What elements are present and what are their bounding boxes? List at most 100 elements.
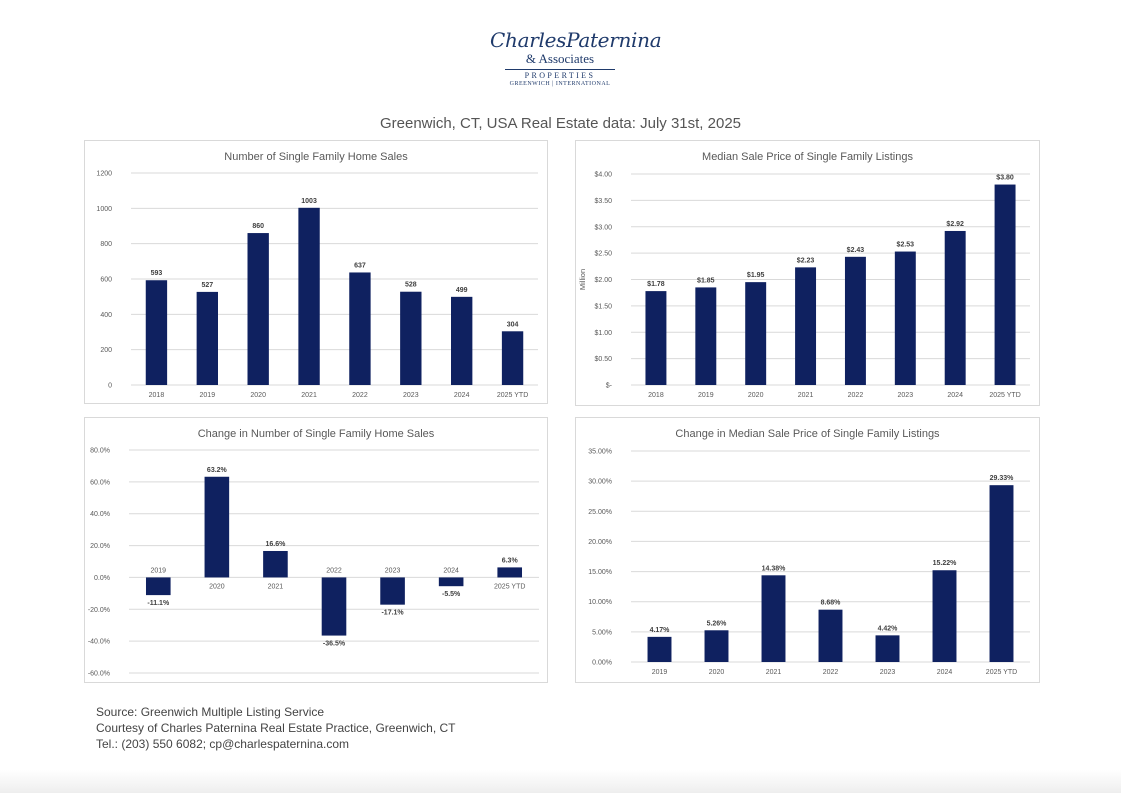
logo-name: CharlesPaternina xyxy=(490,28,662,52)
x-tick-label: 2022 xyxy=(823,669,839,676)
y-tick-label: 0.0% xyxy=(94,575,110,582)
y-axis-label: Million xyxy=(578,269,587,290)
x-tick-label: 2018 xyxy=(149,392,165,399)
bar xyxy=(745,282,767,385)
y-tick-label: 0 xyxy=(108,383,112,390)
bar xyxy=(875,635,900,662)
y-tick-label: 15.00% xyxy=(588,569,612,576)
logo-associates: & Associates xyxy=(525,51,595,66)
data-label: 29.33% xyxy=(990,475,1015,482)
y-tick-label: $0.50 xyxy=(594,356,612,363)
y-tick-label: 60.0% xyxy=(90,479,110,486)
data-label: -17.1% xyxy=(381,610,404,617)
bar xyxy=(247,233,269,385)
bar xyxy=(298,207,320,385)
x-tick-label: 2019 xyxy=(652,669,668,676)
x-tick-label: 2023 xyxy=(880,669,896,676)
bar xyxy=(795,267,817,385)
chart-title: Median Sale Price of Single Family Listi… xyxy=(702,151,913,163)
bar xyxy=(501,331,524,385)
page-title: Greenwich, CT, USA Real Estate data: Jul… xyxy=(379,115,742,132)
bar xyxy=(196,291,218,385)
data-label: -5.5% xyxy=(442,591,461,598)
data-label: 63.2% xyxy=(207,467,228,474)
data-label: 4.42% xyxy=(878,625,899,632)
bar xyxy=(497,567,523,578)
y-tick-label: 600 xyxy=(100,277,112,284)
chart-title: Change in Number of Single Family Home S… xyxy=(198,428,435,440)
chart-home-sales: Number of Single Family Home Sales 0 200 40… xyxy=(84,140,548,404)
bar xyxy=(263,550,288,578)
data-label: 527 xyxy=(201,282,213,289)
data-label: $1.95 xyxy=(747,272,765,279)
data-label: $1.85 xyxy=(697,277,715,284)
y-tick-label: $2.00 xyxy=(594,277,612,284)
data-label: 6.3% xyxy=(502,557,519,564)
bar xyxy=(761,575,786,662)
data-label: 637 xyxy=(354,262,366,269)
y-tick-label: $4.00 xyxy=(594,172,612,179)
chart-title: Number of Single Family Home Sales xyxy=(224,151,408,163)
y-tick-label: 1200 xyxy=(96,171,112,178)
company-logo: CharlesPaternina & Associates PROPERTIES… xyxy=(490,18,662,92)
y-tick-label: 40.0% xyxy=(90,511,110,518)
y-tick-label: $1.50 xyxy=(594,303,612,310)
y-tick-label: 25.00% xyxy=(588,509,612,516)
bar xyxy=(844,256,866,385)
x-tick-label: 2021 xyxy=(798,392,814,399)
data-label: 528 xyxy=(405,282,417,289)
logo-location: GREENWICH | INTERNATIONAL xyxy=(509,81,611,87)
y-tick-label: -40.0% xyxy=(88,639,110,646)
data-label: -36.5% xyxy=(323,641,346,648)
x-tick-label: 2023 xyxy=(898,392,914,399)
x-tick-label: 2025 YTD xyxy=(986,669,1017,676)
y-tick-label: 30.00% xyxy=(588,479,612,486)
x-tick-label: 2019 xyxy=(150,567,166,574)
chart-svg: Median Sale Price of Single Family Listi… xyxy=(578,151,1030,399)
x-tick-label: 2025 YTD xyxy=(494,583,525,590)
y-tick-label: -20.0% xyxy=(88,607,110,614)
x-tick-label: 2025 YTD xyxy=(497,392,528,399)
data-label: 16.6% xyxy=(265,541,286,548)
y-tick-label: 20.00% xyxy=(588,539,612,546)
footer-courtesy: Courtesy of Charles Paternina Real Estat… xyxy=(96,721,456,735)
chart-svg: Change in Median Sale Price of Single Fa… xyxy=(588,428,1030,676)
y-tick-label: $- xyxy=(606,383,613,390)
bar xyxy=(349,272,371,385)
bar xyxy=(989,485,1014,662)
data-label: $2.23 xyxy=(797,257,815,264)
bar xyxy=(818,609,843,662)
y-tick-label: 35.00% xyxy=(588,449,612,456)
bar xyxy=(145,280,168,385)
x-tick-label: 2022 xyxy=(326,567,342,574)
chart-median-price: Median Sale Price of Single Family Listi… xyxy=(575,140,1040,406)
x-tick-label: 2021 xyxy=(766,669,782,676)
page-bottom-band xyxy=(0,770,1121,793)
data-label: 1003 xyxy=(301,198,317,205)
y-tick-label: 0.00% xyxy=(592,660,612,667)
x-tick-label: 2020 xyxy=(209,583,225,590)
bar xyxy=(894,251,916,385)
bar xyxy=(380,577,405,605)
y-tick-label: 800 xyxy=(100,241,112,248)
bar xyxy=(145,577,171,596)
x-tick-label: 2019 xyxy=(698,392,714,399)
bar xyxy=(944,230,966,385)
data-label: $3.80 xyxy=(996,175,1014,182)
footer-source: Source: Greenwich Multiple Listing Servi… xyxy=(96,705,325,719)
chart-change-median-price: Change in Median Sale Price of Single Fa… xyxy=(575,417,1040,683)
x-tick-label: 2022 xyxy=(848,392,864,399)
y-tick-label: $3.00 xyxy=(594,224,612,231)
data-label: 499 xyxy=(456,287,468,294)
chart-svg: Number of Single Family Home Sales 0 200 40… xyxy=(96,151,538,399)
data-label: 4.17% xyxy=(650,627,671,634)
x-tick-label: 2021 xyxy=(301,392,317,399)
x-tick-label: 2024 xyxy=(454,392,470,399)
bar xyxy=(994,184,1016,385)
bar xyxy=(704,630,729,662)
y-tick-label: 20.0% xyxy=(90,543,110,550)
data-label: 304 xyxy=(507,321,519,328)
data-label: $2.92 xyxy=(946,221,964,228)
data-label: $2.53 xyxy=(897,242,915,249)
y-tick-label: $1.00 xyxy=(594,330,612,337)
